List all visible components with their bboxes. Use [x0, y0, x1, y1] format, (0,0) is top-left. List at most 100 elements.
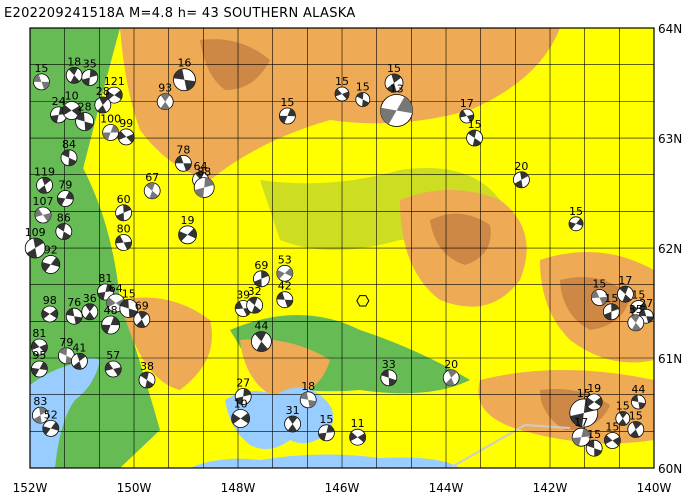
event-depth-label: 15 [604, 292, 618, 305]
beachball-quadrant [65, 191, 74, 200]
focal-mechanism: 19 [585, 382, 603, 411]
event-depth-label: 17 [460, 97, 474, 110]
event-depth-label: 28 [96, 85, 110, 98]
beachball-quadrant [356, 92, 364, 100]
event-depth-label: 35 [83, 58, 97, 71]
focal-mechanism: 48 [101, 304, 120, 335]
beachball-quadrant [106, 297, 116, 308]
beachball-quadrant [146, 182, 155, 191]
beachball-quadrant [62, 104, 72, 116]
event-depth-label: 80 [117, 223, 131, 236]
beachball-quadrant [123, 204, 131, 213]
beachball-quadrant [39, 407, 48, 416]
focal-mechanism: 15 [119, 288, 139, 318]
event-depth-label: 27 [236, 377, 250, 390]
event-depth-label: 15 [587, 428, 601, 441]
beachball-quadrant [287, 424, 297, 433]
beachball-quadrant [638, 402, 646, 409]
event-depth-label: 84 [62, 138, 76, 151]
focal-mechanism: 10 [231, 398, 251, 428]
beachball-quadrant [631, 322, 641, 331]
event-depth-label: 17 [574, 416, 588, 429]
event-depth-label: 13 [390, 83, 404, 96]
lat-tick-label: 63N [658, 132, 682, 146]
focal-mechanism: 121 [104, 75, 125, 104]
lat-tick-label: 60N [658, 462, 682, 476]
beachball-quadrant [61, 149, 70, 158]
focal-mechanism: 35 [627, 303, 645, 332]
beachball-quadrant [33, 238, 44, 248]
event-depth-label: 67 [145, 171, 159, 184]
event-depth-label: 15 [569, 205, 583, 218]
beachball-quadrant [41, 262, 51, 272]
focal-mechanism: 88 [193, 166, 215, 198]
event-depth-label: 107 [33, 195, 54, 208]
beachball-quadrant [57, 223, 66, 232]
beachball-quadrant [603, 311, 612, 320]
beachball-quadrant [113, 367, 122, 376]
focal-mechanism: 80 [115, 223, 132, 251]
beachball-quadrant [381, 369, 389, 378]
beachball-quadrant [178, 231, 188, 242]
focal-mechanism: 76 [65, 296, 83, 325]
focal-mechanism: 15 [585, 428, 603, 457]
beachball-quadrant [256, 341, 268, 352]
beachball-quadrant [66, 308, 75, 317]
focal-mechanism: 81 [30, 327, 48, 356]
focal-mechanism: 17 [617, 274, 634, 303]
beachball-quadrant [622, 294, 632, 303]
beachball-quadrant [106, 91, 115, 101]
beachball-quadrant [619, 286, 629, 295]
beachball-quadrant [184, 79, 196, 91]
focal-mechanism: 53 [276, 253, 294, 282]
event-depth-label: 44 [254, 320, 268, 333]
event-depth-label: 33 [382, 358, 396, 371]
event-depth-label: 15 [335, 75, 349, 88]
beachball-quadrant [459, 110, 467, 118]
event-depth-label: 19 [587, 382, 601, 395]
event-depth-label: 83 [33, 395, 47, 408]
beachball-quadrant [391, 74, 402, 83]
event-depth-label: 15 [34, 62, 48, 75]
beachball-quadrant [50, 257, 60, 267]
beachball-quadrant [279, 115, 288, 124]
beachball-quadrant [630, 305, 639, 315]
event-depth-label: 42 [278, 280, 292, 293]
beachball-quadrant [261, 270, 269, 279]
beachball-quadrant [604, 435, 613, 445]
beachball-quadrant [276, 292, 285, 300]
event-depth-label: 15 [319, 413, 333, 426]
beachball-quadrant [26, 248, 38, 258]
event-depth-label: 19 [181, 214, 195, 227]
event-depth-label: 79 [58, 179, 72, 192]
beachball-quadrant [43, 212, 51, 222]
focal-mechanism: 31 [284, 404, 302, 433]
focal-mechanism: 52 [42, 408, 60, 437]
beachball-quadrant [138, 311, 148, 320]
focal-mechanism: 28 [94, 85, 112, 114]
beachball-quadrant [76, 353, 86, 362]
event-depth-label: 20 [514, 160, 528, 173]
beachball-quadrant [586, 397, 595, 407]
beachball-quadrant [362, 99, 370, 107]
axis-ticks: 152W 150W 148W 146W 144W 142W 140W 64N 63N 62N 61N… [13, 22, 683, 495]
beachball-quadrant [386, 83, 397, 92]
beachball-quadrant [85, 303, 95, 312]
beachball-quadrant [31, 367, 40, 376]
beachball-quadrant [71, 105, 81, 117]
beachball-quadrant [235, 396, 244, 405]
beachball-quadrant [118, 131, 127, 140]
beachball-quadrant [599, 296, 608, 305]
beachball-quadrant [194, 187, 205, 198]
focal-mechanism: 39 [234, 289, 252, 317]
focal-mechanism: 67 [143, 171, 161, 200]
beachball-quadrant [68, 157, 77, 166]
beachball-quadrant [318, 432, 327, 441]
focal-mechanism: 69 [133, 300, 151, 328]
terrain-peak [430, 213, 491, 265]
beachball-quadrant [160, 101, 170, 110]
beachball-quadrant [618, 418, 627, 426]
event-depth-label: 44 [631, 383, 645, 396]
beachball-quadrant [140, 371, 149, 380]
beachball-quadrant [472, 138, 482, 147]
